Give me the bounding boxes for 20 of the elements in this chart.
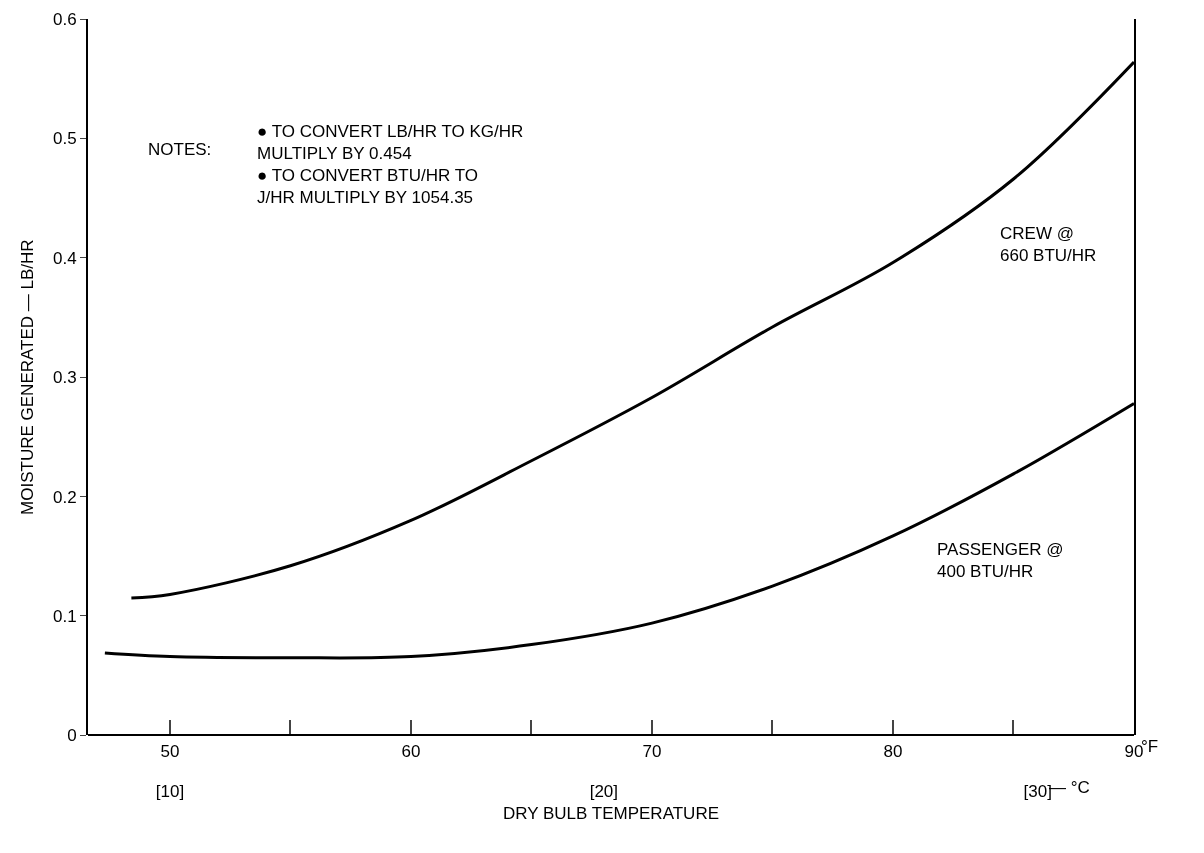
x2-tick-label: [30] [1023, 782, 1052, 802]
x-axis-title: DRY BULB TEMPERATURE [502, 803, 720, 823]
annotation: ● TO CONVERT LB/HR TO KG/HR MULTIPLY BY 0.454 ● TO CONVERT BTU/HR TO J/HR MULTIPLY BY 1054.35 [257, 122, 524, 208]
y-tick-label: 0.5 [52, 129, 77, 149]
x2-tick-label: [20] [589, 782, 619, 802]
y-tick-label: 0.3 [52, 368, 77, 388]
y-tick-label: 0.6 [52, 9, 77, 29]
x-tick-label: 50 [160, 741, 180, 761]
y-tick-label: 0.2 [52, 487, 77, 507]
series-label: CREW @ 660 BTU/HR [1000, 224, 1097, 266]
y-axis-title: MOISTURE GENERATED — LB/HR [18, 239, 38, 515]
x-tick-label: 80 [883, 741, 903, 761]
x-tick-label: 70 [642, 741, 662, 761]
y-tick-label: 0.4 [52, 248, 77, 268]
x2-tick-label: [10] [155, 782, 185, 802]
y-tick-label: 0 [67, 726, 77, 746]
annotation: NOTES: [148, 140, 212, 159]
series-label: PASSENGER @ 400 BTU/HR [937, 540, 1064, 582]
y-tick-label: 0.1 [52, 606, 77, 626]
x-tick-label: 60 [401, 741, 421, 761]
